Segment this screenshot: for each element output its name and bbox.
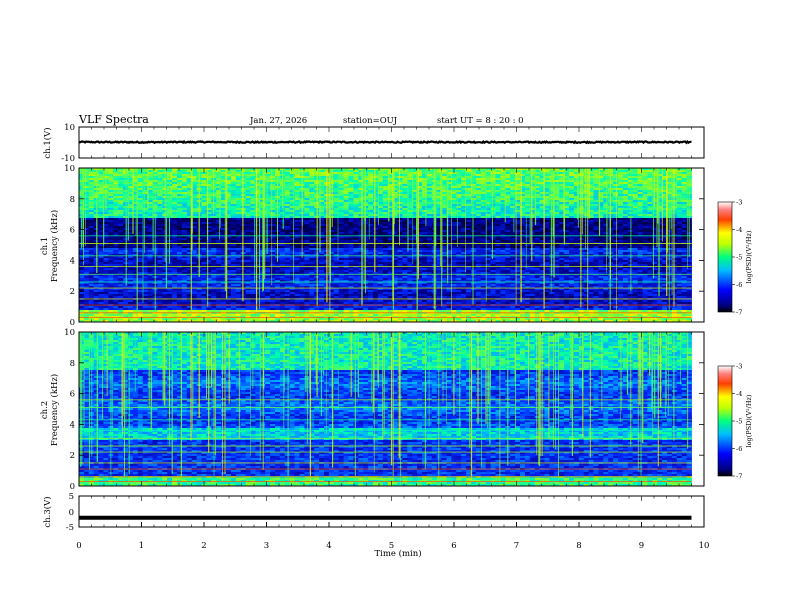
ch2-spectrogram-panel: 0 2 4 6 8 10 ch.2 Frequency (kHz): [40, 328, 704, 492]
ch3-ylabel: ch.3(V): [42, 496, 53, 527]
ch2-frequency-label: Frequency (kHz): [49, 374, 60, 446]
ch1-ytick-bottom: -10: [61, 154, 75, 164]
ch3-ytick-bottom: -5: [66, 523, 74, 533]
ch1-spectrogram-image: [79, 168, 704, 322]
frequency-tick-label: 10: [64, 164, 75, 174]
date-label: Jan. 27, 2026: [249, 116, 307, 126]
colorbar-tick-label: -6: [736, 445, 742, 453]
ch1-ytick-top: 10: [64, 123, 75, 133]
ch1-colorbar: -3 -4 -5 -6 -7 log(PSD)(V²/Hz): [718, 199, 753, 317]
figure-title: VLF Spectra: [78, 113, 149, 126]
ch1-colorbar-ticks: -3 -4 -5 -6 -7: [732, 199, 742, 317]
time-tick-label: 2: [201, 541, 206, 551]
colorbar-tick-label: -5: [736, 254, 742, 262]
colorbar-tick-label: -5: [736, 418, 742, 426]
colorbar-tick-label: -3: [736, 363, 742, 371]
frequency-tick-label: 6: [70, 390, 75, 400]
time-tick-label: 8: [576, 541, 581, 551]
ch2-channel-label: ch.2: [40, 401, 50, 419]
colorbar-tick-label: -7: [736, 309, 742, 317]
ch1-spectrogram-panel: 0 2 4 6 8 10 ch.1 Frequency (kHz): [40, 164, 704, 328]
ch2-colorbar-label: log(PSD)(V²/Hz): [745, 394, 753, 447]
frequency-tick-label: 10: [64, 328, 75, 338]
colorbar-tick-label: -6: [736, 281, 742, 289]
start-time-label: start UT = 8 : 20 : 0: [437, 116, 524, 126]
time-tick-label: 3: [264, 541, 269, 551]
time-tick-label: 0: [76, 541, 81, 551]
time-tick-label: 1: [139, 541, 144, 551]
colorbar-tick-label: -3: [736, 199, 742, 207]
frequency-tick-label: 8: [70, 359, 75, 369]
frequency-tick-label: 2: [70, 451, 75, 461]
ch2-spectrogram-image: [79, 332, 704, 486]
station-label: station=OUJ: [343, 116, 398, 126]
time-tick-label: 4: [326, 541, 331, 551]
frequency-tick-label: 0: [70, 318, 75, 328]
time-axis-label: Time (min): [374, 548, 421, 559]
ch3-ytick-mid: 0: [69, 508, 74, 518]
ch1-ylabel: ch.1(V): [42, 127, 53, 158]
time-tick-label: 6: [451, 541, 456, 551]
frequency-tick-label: 4: [70, 420, 75, 430]
time-tick-label: 10: [699, 541, 710, 551]
frequency-tick-label: 2: [70, 287, 75, 297]
ch3-waveform-panel: 5 0 -5 ch.3(V) 0 1 2 3 4 5 6 7 8 9 10 Time (min): [42, 492, 709, 559]
ch2-colorbar: -3 -4 -5 -6 -7 log(PSD)(V²/Hz): [718, 363, 753, 481]
frequency-tick-label: 0: [70, 482, 75, 492]
ch1-colorbar-label: log(PSD)(V²/Hz): [745, 230, 753, 283]
ch1-colorbar-gradient: [718, 202, 732, 312]
ch2-colorbar-gradient: [718, 366, 732, 476]
time-tick-label: 7: [514, 541, 519, 551]
frequency-tick-label: 8: [70, 195, 75, 205]
colorbar-tick-label: -4: [736, 226, 742, 234]
colorbar-tick-label: -7: [736, 473, 742, 481]
ch1-channel-label: ch.1: [40, 237, 50, 255]
ch3-ytick-top: 5: [69, 492, 74, 502]
frequency-tick-label: 6: [70, 226, 75, 236]
ch1-frequency-label: Frequency (kHz): [49, 210, 60, 282]
time-tick-label: 9: [639, 541, 644, 551]
ch2-colorbar-ticks: -3 -4 -5 -6 -7: [732, 363, 742, 481]
ch1-waveform-line: [79, 141, 692, 142]
frequency-tick-label: 4: [70, 256, 75, 266]
colorbar-tick-label: -4: [736, 390, 742, 398]
